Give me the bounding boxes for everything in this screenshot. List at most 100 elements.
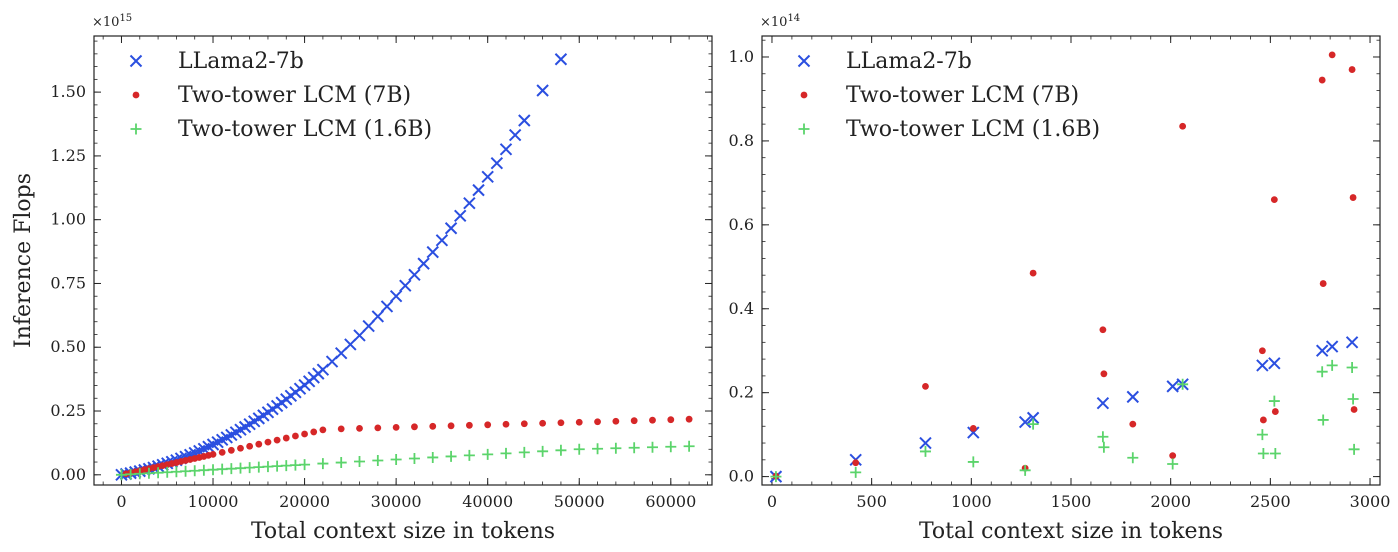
data-point — [1096, 396, 1110, 410]
y-tick-label: 1.0 — [729, 47, 754, 66]
data-point — [463, 196, 476, 210]
data-point — [264, 438, 272, 446]
data-point — [1348, 66, 1356, 73]
series-two-tower-lcm-7b — [772, 51, 1358, 480]
data-point — [1029, 269, 1037, 277]
data-point — [536, 84, 549, 97]
x-tick-label: 40000 — [462, 492, 513, 511]
data-point — [628, 442, 640, 454]
data-point — [1271, 408, 1279, 415]
x-tick-label: 0 — [116, 492, 126, 511]
data-point — [353, 329, 366, 342]
legend-label: Two-tower LCM (7B) — [846, 83, 1079, 108]
data-point — [390, 453, 402, 465]
data-point — [482, 448, 494, 460]
data-point — [1167, 458, 1179, 470]
y-multiplier-base: ×10 — [760, 15, 787, 30]
data-point — [447, 422, 455, 430]
data-point — [1318, 76, 1326, 84]
series-llama2-7b — [769, 336, 1359, 483]
data-point — [1317, 414, 1329, 426]
data-point — [335, 457, 347, 469]
data-point — [518, 114, 531, 127]
data-point — [573, 443, 585, 455]
data-point — [1169, 452, 1177, 460]
y-multiplier-base: ×10 — [92, 15, 119, 30]
data-point — [557, 419, 565, 427]
x-tick-label: 0 — [767, 492, 777, 511]
data-point — [1099, 326, 1107, 334]
x-tick-label: 500 — [856, 492, 887, 511]
data-point — [1348, 443, 1360, 455]
data-point — [218, 448, 226, 456]
data-point — [1315, 344, 1329, 357]
data-point — [465, 421, 473, 429]
x-tick-label: 20000 — [279, 492, 330, 511]
data-point — [508, 128, 522, 142]
data-point — [1350, 406, 1358, 413]
data-point — [1129, 420, 1137, 428]
y-tick-label: 0.75 — [50, 273, 86, 292]
data-point — [1018, 415, 1032, 429]
y-tick-label: 0.00 — [50, 465, 86, 484]
x-tick-label: 1500 — [1051, 492, 1092, 511]
x-tick-label: 2500 — [1250, 492, 1291, 511]
legend-marker — [798, 123, 810, 135]
data-point — [255, 440, 263, 448]
legend-label: Two-tower LCM (7B) — [178, 83, 411, 108]
data-point — [490, 156, 504, 170]
data-point — [554, 53, 568, 66]
y-tick-label: 0.8 — [729, 131, 754, 150]
x-tick-label: 30000 — [371, 492, 422, 511]
data-point — [356, 424, 363, 432]
data-point — [301, 430, 308, 438]
x-tick-label: 1000 — [951, 492, 992, 511]
data-point — [319, 426, 327, 434]
series-two-tower-lcm-1-6b — [115, 440, 695, 481]
data-point — [445, 450, 457, 462]
data-point — [967, 456, 979, 468]
data-point — [362, 319, 375, 333]
data-point — [1100, 370, 1108, 378]
data-point — [435, 234, 449, 247]
x-axis-label: Total context size in tokens — [919, 519, 1223, 544]
data-point — [1319, 280, 1327, 287]
x-tick-label: 50000 — [554, 492, 605, 511]
data-point — [227, 446, 235, 454]
data-point — [246, 442, 254, 450]
data-point — [1347, 393, 1359, 405]
data-point — [1270, 196, 1278, 204]
plot-frame — [93, 35, 713, 486]
data-point — [354, 456, 366, 468]
data-point — [969, 424, 977, 432]
chart-panel-1: 0 10000 20000 30000 40000 50000 60000 0.00 0.25 0… — [11, 13, 713, 544]
data-point — [389, 290, 403, 303]
y-multiplier-label: ×1015 — [92, 13, 132, 30]
x-tick-label: 2000 — [1150, 492, 1191, 511]
y-tick-label: 0.25 — [50, 401, 86, 420]
data-point — [646, 441, 658, 453]
data-point — [499, 143, 513, 156]
data-point — [1127, 452, 1139, 464]
x-tick-label: 3000 — [1350, 492, 1391, 511]
legend-marker — [130, 123, 142, 135]
plot-area — [115, 53, 695, 482]
data-point — [299, 459, 311, 471]
data-point — [454, 209, 467, 223]
y-tick-label: 0.50 — [50, 337, 86, 356]
data-point — [1256, 429, 1268, 441]
data-point — [1325, 340, 1339, 353]
data-point — [1098, 441, 1110, 453]
data-point — [481, 170, 494, 184]
data-point — [1268, 357, 1281, 370]
data-point — [685, 415, 693, 423]
data-point — [292, 432, 299, 440]
data-point — [411, 423, 418, 431]
y-tick-label: 0.6 — [729, 215, 754, 234]
legend: LLama2-7b Two-tower LCM (7B) Two-tower LCM… — [129, 49, 432, 142]
data-point — [537, 445, 549, 457]
data-point — [1258, 347, 1266, 355]
legend-marker — [800, 91, 808, 99]
legend-label: LLama2-7b — [178, 49, 304, 74]
